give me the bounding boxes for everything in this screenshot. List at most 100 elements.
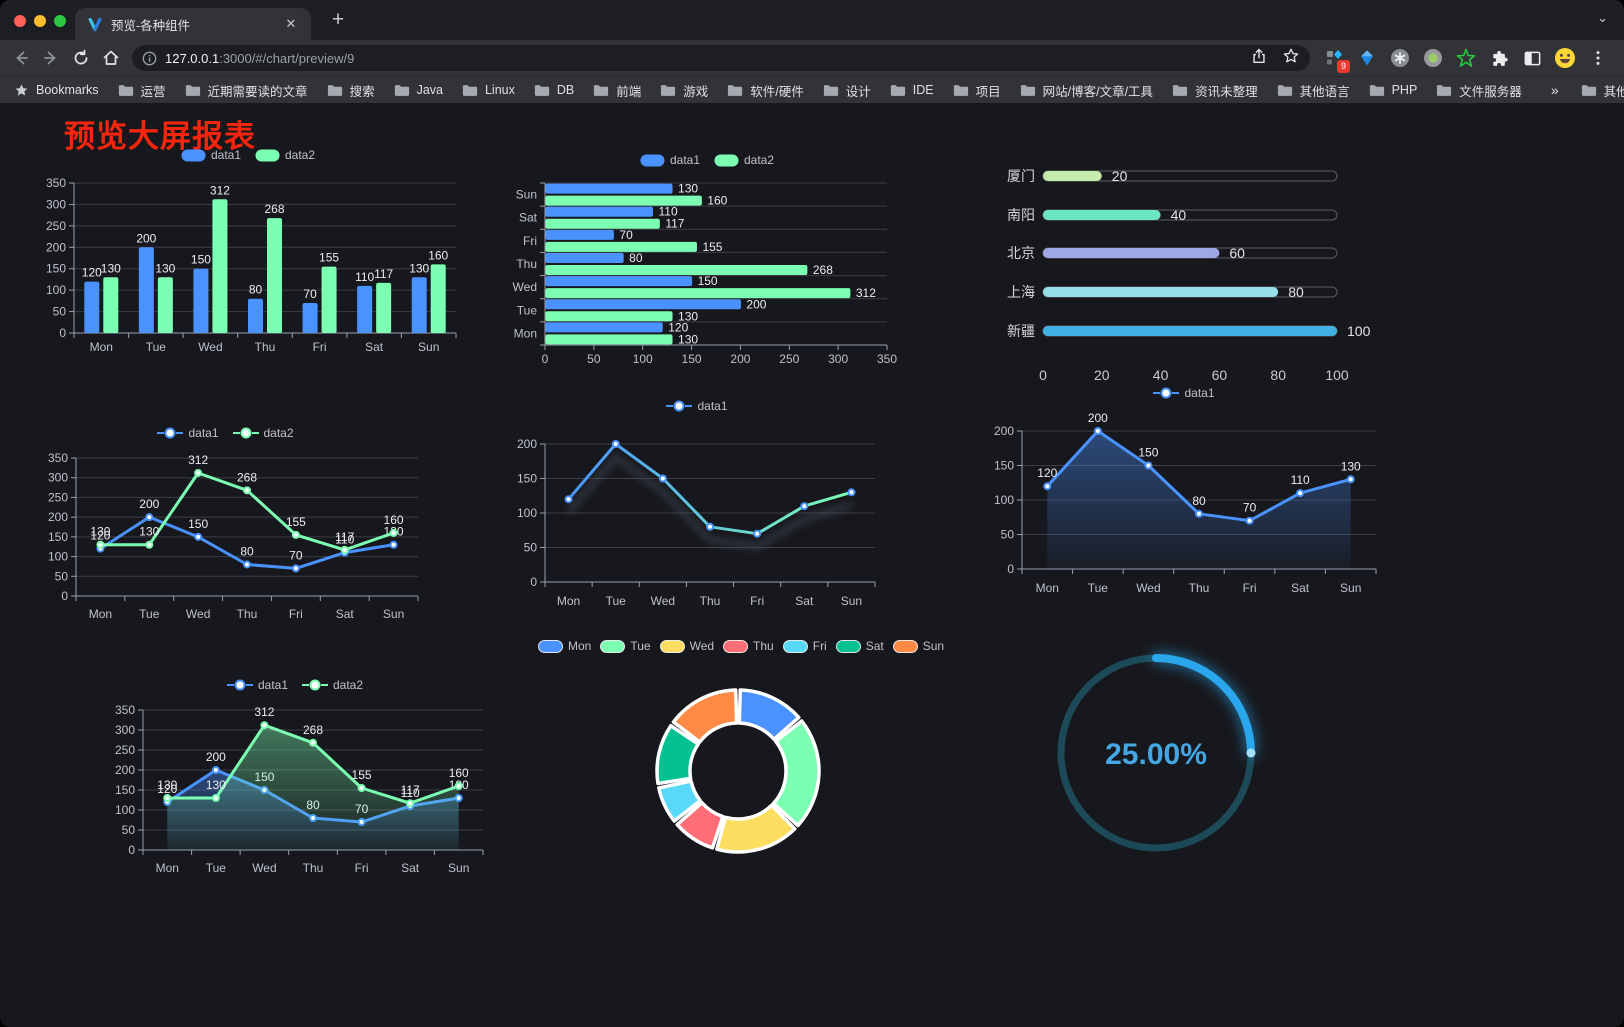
new-tab-button[interactable]: + [331,8,345,31]
browser-menu-icon[interactable] [1586,46,1610,70]
bookmark-item[interactable]: 资讯未整理 [1172,81,1258,100]
legend-item[interactable]: data1 [157,426,219,440]
forward-button[interactable] [36,43,66,73]
line-chart-canvas[interactable]: 0 50 100 150 200 Mon Tue Wed Thu Fri Sat Sun [497,419,897,619]
svg-text:Wed: Wed [651,594,675,608]
pie-slice-Mon [737,688,801,742]
svg-text:60: 60 [1229,245,1245,261]
bookmark-item[interactable]: 文件服务器 [1436,81,1522,100]
bookmark-item[interactable]: PHP [1369,83,1417,97]
legend-item[interactable]: Tue [600,639,651,653]
reload-button[interactable] [66,43,96,73]
pie-slice-Sat [655,723,700,786]
donut-chart-canvas[interactable] [541,659,941,874]
tab-search-chevron-icon[interactable]: ⌄ [1597,10,1608,25]
folder-icon [890,84,905,96]
tab-strip: 预览-各种组件 ✕ + ⌄ [0,0,1624,40]
gauge-chart-canvas[interactable]: 25.00% [1044,641,1268,865]
bookmark-item[interactable]: 网站/博客/文章/工具 [1020,81,1153,100]
bookmark-item[interactable]: 游戏 [660,81,708,100]
extension-asterisk-icon[interactable] [1388,46,1412,70]
svg-text:0: 0 [1039,367,1047,383]
extension-gem-icon[interactable] [1355,46,1379,70]
home-button[interactable] [96,43,126,73]
legend-item[interactable]: data2 [255,148,315,162]
svg-text:110: 110 [401,786,420,800]
bookmark-item[interactable]: 搜索 [327,81,375,100]
bookmark-item[interactable]: 近期需要读的文章 [185,81,308,100]
legend-item[interactable]: Thu [723,639,774,653]
share-icon[interactable] [1250,47,1268,70]
bookmark-item[interactable]: Java [394,83,443,97]
bar-chart-canvas[interactable]: 0 50 100 150 200 250 300 350 Mon Tue Wed Thu Fri Sat S… [28,168,468,368]
legend-item[interactable]: data1 [640,153,700,167]
svg-text:Wed: Wed [513,280,537,294]
legend-item[interactable]: Wed [659,639,714,653]
bookmarks-overflow-chevron[interactable]: » [1550,82,1559,98]
extensions-puzzle-icon[interactable] [1487,46,1511,70]
bookmark-item[interactable]: 其他语言 [1277,81,1350,100]
legend-item[interactable]: data1 [181,148,241,162]
extension-star-icon[interactable] [1454,46,1478,70]
bookmark-item[interactable]: DB [534,83,574,97]
legend-item[interactable]: data1 [1153,386,1215,400]
bookmark-label: Java [416,83,443,97]
extension-grid-icon[interactable]: 9 [1322,46,1350,73]
bookmark-star-icon[interactable] [1282,47,1300,70]
area-chart-canvas[interactable]: 0 50 100 150 200 250 300 350 Mon Tue Wed Thu Fri Sat S… [95,698,495,898]
svg-text:268: 268 [237,470,257,484]
svg-text:100: 100 [994,493,1014,507]
extension-green-dot-icon[interactable] [1421,46,1445,70]
bookmark-item[interactable]: Linux [462,83,515,97]
svg-text:268: 268 [813,263,833,277]
folder-icon [462,84,478,96]
legend-item[interactable]: Sat [835,639,884,653]
legend-item[interactable]: data2 [714,153,774,167]
line-chart-canvas[interactable]: 0 50 100 150 200 250 300 350 Mon Tue Wed Thu Fri Sat S… [28,446,423,641]
bookmark-label: 项目 [975,84,1001,99]
progress-chart-canvas[interactable]: 厦门 20 南阳 40 北京 60 上海 80 新疆 100 0 20 40 60 80 100 [985,158,1395,403]
tab-close-icon[interactable]: ✕ [285,16,297,31]
svg-text:北京: 北京 [1007,245,1035,261]
grouped-bar-chart: data1 data2 0 50 100 150 200 250 300 350 Mon Tue We… [28,145,468,368]
svg-text:200: 200 [139,497,159,511]
address-bar[interactable]: 127.0.0.1:3000/#/chart/preview/9 [132,45,1310,71]
svg-text:Tue: Tue [206,861,227,875]
minimize-window-button[interactable] [34,15,46,27]
bookmark-item[interactable]: IDE [890,83,934,97]
svg-text:300: 300 [828,352,848,366]
legend-item[interactable]: data2 [232,426,294,440]
bookmark-item[interactable]: 项目 [953,81,1001,100]
multi-line-chart: data1 data2 0 50 100 150 200 250 300 350 Mon Tue We… [28,423,423,641]
bookmark-item[interactable]: 软件/硬件 [727,81,804,100]
legend-item[interactable]: Mon [538,639,591,653]
svg-text:120: 120 [668,320,688,334]
bookmark-item[interactable]: 前端 [593,81,641,100]
svg-text:350: 350 [46,176,66,190]
svg-text:100: 100 [1325,367,1349,383]
svg-text:Thu: Thu [237,607,258,621]
svg-text:Tue: Tue [146,340,167,354]
bookmarks-manager-item[interactable]: Bookmarks [14,83,99,98]
legend-item[interactable]: data1 [666,399,728,413]
svg-text:Tue: Tue [517,303,538,317]
close-window-button[interactable] [14,15,26,27]
legend-item[interactable]: Sun [892,639,944,653]
folder-icon [534,84,549,96]
svg-text:50: 50 [524,541,538,555]
profile-avatar[interactable] [1553,46,1577,70]
side-panel-icon[interactable] [1520,46,1544,70]
site-info-icon[interactable] [142,51,157,66]
bookmark-item[interactable]: 设计 [823,81,871,100]
legend-item[interactable]: data1 [226,678,288,692]
bookmark-item[interactable]: 运营 [118,81,166,100]
zoom-window-button[interactable] [54,15,66,27]
back-button[interactable] [6,43,36,73]
svg-text:0: 0 [1007,562,1014,576]
area-chart-canvas[interactable]: 0 50 100 150 200 Mon Tue Wed Thu Fri Sat Sun 120 200 1… [972,406,1396,606]
legend-item[interactable]: Fri [782,639,827,653]
legend-item[interactable]: data2 [302,678,363,692]
browser-tab[interactable]: 预览-各种组件 ✕ [75,8,311,40]
other-bookmarks-folder[interactable]: 其他书签 [1581,81,1624,100]
